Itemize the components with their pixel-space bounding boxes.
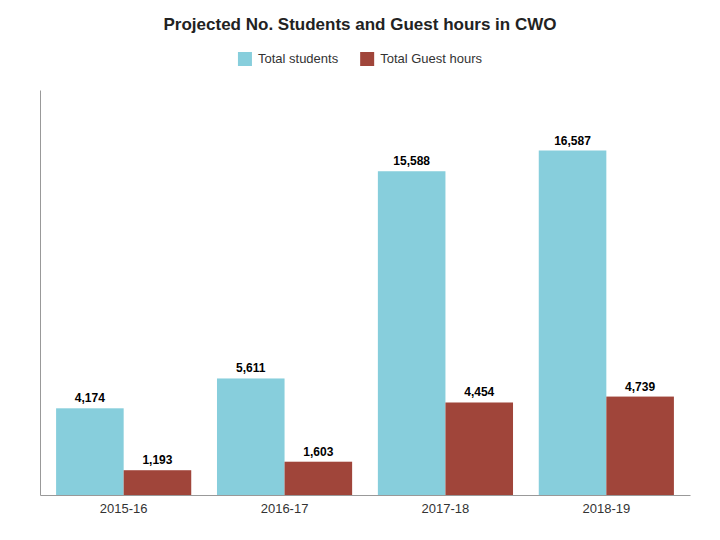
- bar: [285, 462, 353, 495]
- bar: [124, 470, 192, 495]
- data-labels: 4,174 5,611 15,588 16,587 1,193 1,603 4,454 4,7…: [75, 134, 656, 468]
- x-axis-line: [41, 495, 691, 496]
- data-label: 4,739: [625, 380, 655, 394]
- tick-label: 2018-19: [582, 501, 630, 516]
- tick: 2018-19: [582, 501, 630, 516]
- data-label: 4,454: [464, 385, 494, 399]
- legend-label: Total students: [258, 51, 339, 66]
- chart-svg: Projected No. Students and Guest hours i…: [0, 0, 720, 540]
- title: Projected No. Students and Guest hours i…: [164, 15, 557, 34]
- chart-container: Projected No. Students and Guest hours i…: [0, 0, 720, 540]
- tick-label: 2016-17: [261, 501, 309, 516]
- y-axis-line: [40, 91, 41, 496]
- legend-label: Total Guest hours: [380, 51, 482, 66]
- legend: Total students Total Guest hours: [238, 51, 483, 66]
- bar: [378, 171, 446, 495]
- data-label: 1,603: [303, 445, 333, 459]
- tick: 2016-17: [261, 501, 309, 516]
- tick: 2015-16: [100, 501, 148, 516]
- bar: [539, 151, 607, 495]
- legend-swatch: [360, 52, 374, 66]
- tick-label: 2017-18: [422, 501, 470, 516]
- legend-item: Total Guest hours: [360, 51, 482, 66]
- x-axis: 2015-16 2016-17 2017-18 2018-19: [41, 496, 691, 517]
- y-axis: [40, 91, 41, 496]
- tick: 2017-18: [422, 501, 470, 516]
- data-label: 4,174: [75, 391, 105, 405]
- data-label: 15,588: [393, 154, 430, 168]
- data-label: 16,587: [554, 134, 591, 148]
- data-label: 1,193: [142, 453, 172, 467]
- bar: [445, 402, 513, 495]
- data-label: 5,611: [236, 361, 266, 375]
- legend-swatch: [238, 52, 252, 66]
- bar: [606, 397, 674, 495]
- tick-label: 2015-16: [100, 501, 148, 516]
- bar: [56, 408, 124, 495]
- bar: [217, 378, 285, 495]
- legend-item: Total students: [238, 51, 339, 66]
- bars: [56, 151, 674, 495]
